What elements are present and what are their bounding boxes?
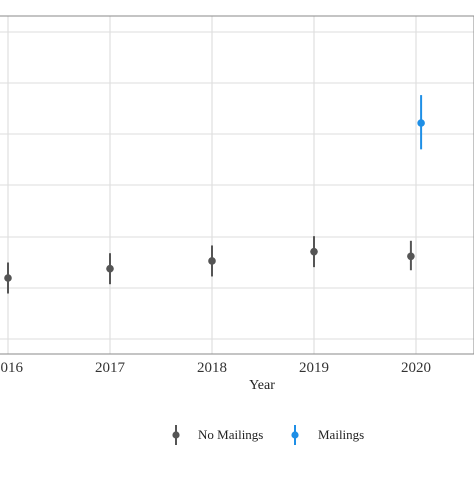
data-point [208, 257, 216, 265]
legend-key-point [172, 431, 180, 439]
data-point [417, 119, 425, 127]
legend: No Mailings Mailings [172, 425, 364, 445]
x-tick-labels: 2016 2017 2018 2019 2020 [0, 360, 431, 376]
data-point [310, 247, 318, 256]
data-points [4, 95, 425, 294]
x-tick-label: 2019 [299, 360, 329, 376]
legend-label: No Mailings [198, 427, 263, 442]
legend-key-point [291, 431, 299, 439]
data-point [407, 252, 415, 261]
x-tick-label: 2016 [0, 360, 24, 376]
panel-border [0, 15, 474, 355]
data-point [4, 274, 12, 282]
legend-label: Mailings [318, 427, 364, 442]
x-tick-label: 2018 [197, 360, 227, 376]
x-tick-label: 2020 [401, 360, 431, 376]
grid [0, 16, 474, 354]
data-point [106, 264, 114, 273]
x-axis-label: Year [249, 378, 275, 393]
x-tick-label: 2017 [95, 360, 126, 376]
